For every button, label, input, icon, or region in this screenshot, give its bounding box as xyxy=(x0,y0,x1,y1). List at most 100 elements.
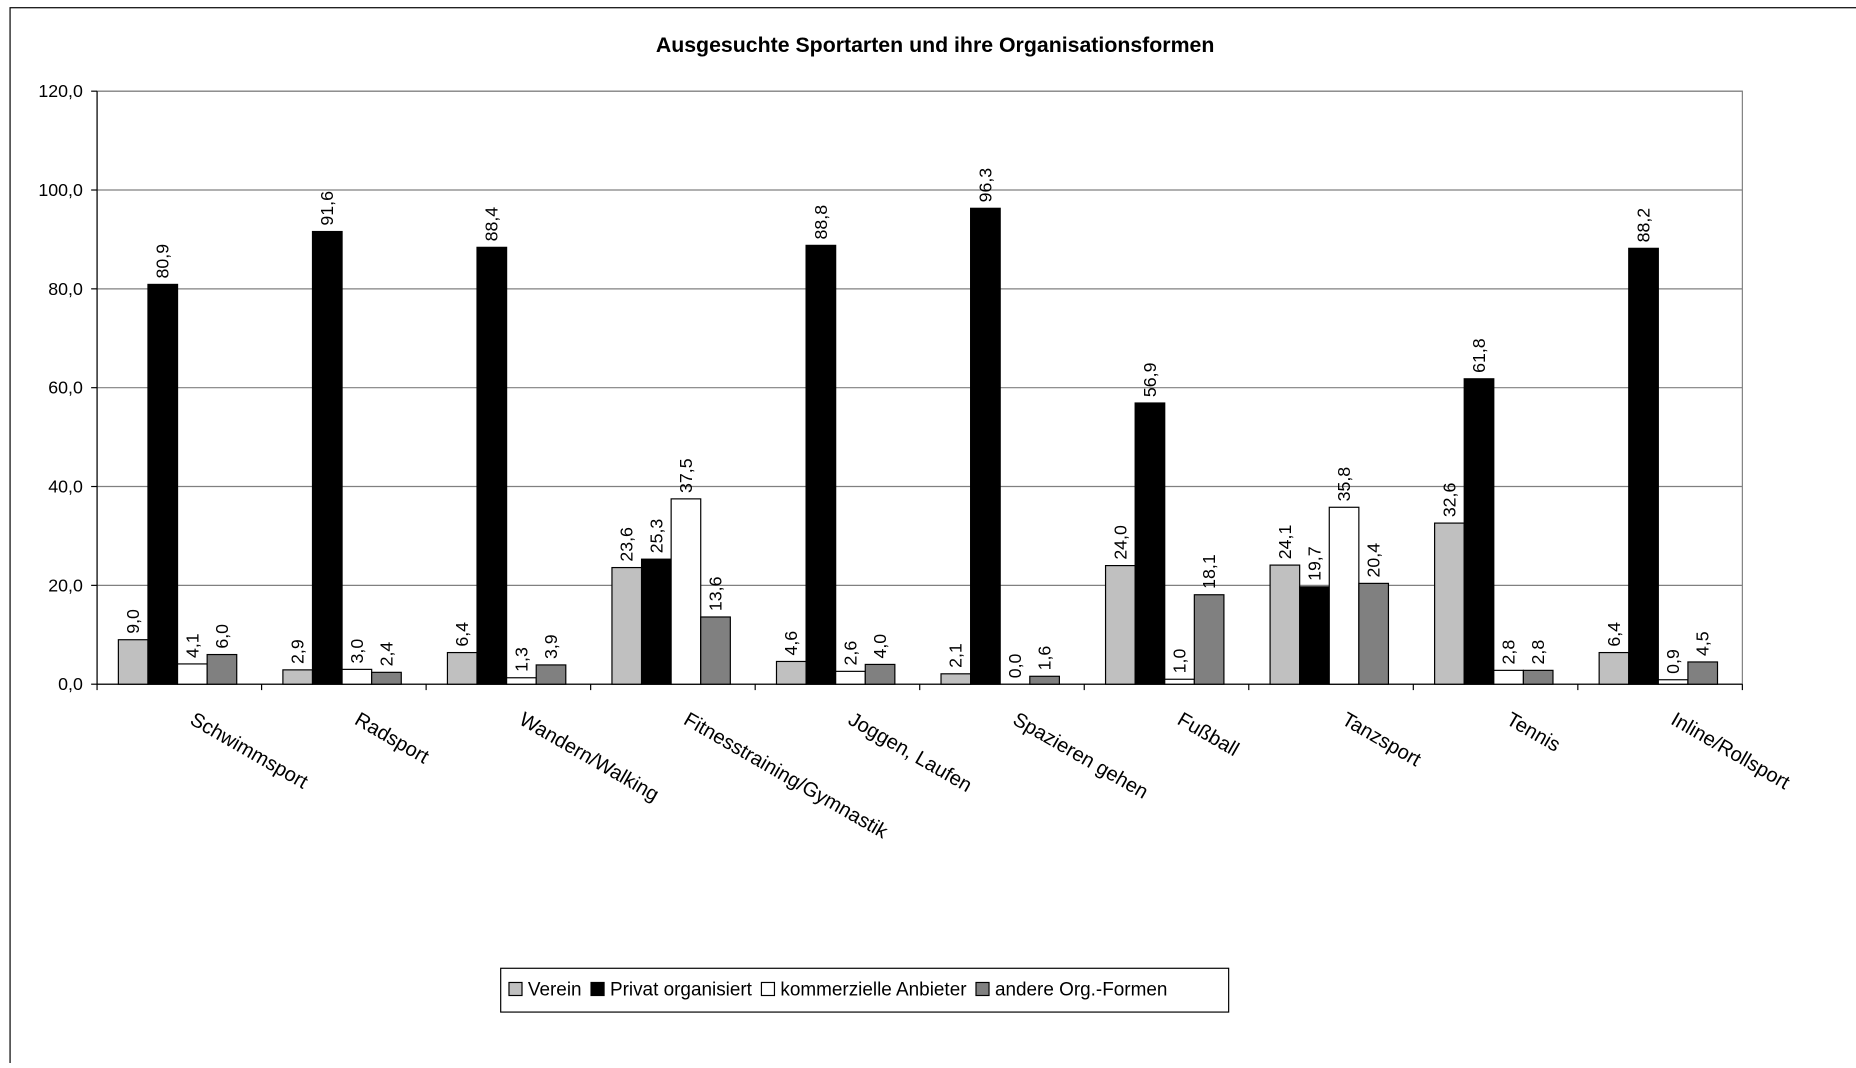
bar xyxy=(835,670,866,685)
bar xyxy=(1657,679,1689,685)
value-label: 1,6 xyxy=(1035,646,1055,671)
value-label: 4,1 xyxy=(182,633,202,658)
bar xyxy=(371,671,402,685)
value-label: 91,6 xyxy=(317,191,337,226)
legend-swatch xyxy=(975,981,990,997)
chart-border xyxy=(9,7,1856,1068)
bar xyxy=(506,677,537,685)
bar xyxy=(1269,564,1301,685)
bar xyxy=(311,230,343,685)
bar xyxy=(535,664,567,685)
value-label: 18,1 xyxy=(1199,554,1219,589)
bar xyxy=(341,668,373,685)
bar xyxy=(176,663,208,685)
bar xyxy=(970,207,1001,685)
y-tick-label: 60,0 xyxy=(48,378,83,398)
bar xyxy=(1598,651,1630,685)
bar xyxy=(206,653,238,685)
value-label: 1,3 xyxy=(511,647,531,672)
bar xyxy=(940,673,972,685)
bar xyxy=(117,639,149,685)
value-label: 24,0 xyxy=(1110,525,1130,560)
value-label: 2,4 xyxy=(376,642,396,667)
value-label: 3,9 xyxy=(541,634,561,659)
x-tick-label: Joggen, Laufen xyxy=(844,709,975,797)
value-label: 23,6 xyxy=(617,527,637,562)
bar xyxy=(147,283,179,685)
x-tick-label: Tanzsport xyxy=(1338,709,1425,772)
value-label: 0,0 xyxy=(1005,653,1025,678)
value-label: 6,4 xyxy=(452,622,472,647)
legend-box xyxy=(500,967,1230,1013)
value-label: 96,3 xyxy=(975,168,995,203)
bar xyxy=(1687,661,1719,685)
bar xyxy=(282,669,314,685)
bar xyxy=(1029,675,1060,685)
y-tick-label: 40,0 xyxy=(48,476,83,496)
y-tick-label: 20,0 xyxy=(48,575,83,595)
x-tick-label: Fußball xyxy=(1173,709,1242,762)
bar xyxy=(805,244,837,685)
value-label: 1,0 xyxy=(1169,649,1189,674)
bar xyxy=(1358,582,1390,685)
bar xyxy=(1628,247,1659,685)
y-tick-label: 120,0 xyxy=(38,81,83,101)
bar xyxy=(1522,669,1554,685)
value-label: 6,4 xyxy=(1604,622,1624,647)
value-label: 9,0 xyxy=(123,609,143,634)
legend-swatch xyxy=(508,981,523,997)
chart-title: Ausgesuchte Sportarten und ihre Organisa… xyxy=(656,33,1215,57)
legend-swatch xyxy=(590,981,605,997)
legend-label: Privat organisiert xyxy=(610,980,753,1001)
value-label: 80,9 xyxy=(153,244,173,279)
legend-label: kommerzielle Anbieter xyxy=(780,980,966,1001)
value-label: 56,9 xyxy=(1140,362,1160,397)
bar xyxy=(700,616,731,685)
bar xyxy=(1463,378,1495,685)
x-tick-label: Wandern/Walking xyxy=(515,709,662,807)
value-label: 19,7 xyxy=(1304,546,1324,581)
bar xyxy=(611,566,643,685)
value-label: 13,6 xyxy=(705,576,725,611)
bar xyxy=(640,558,672,685)
x-tick-label: Radsport xyxy=(351,709,433,769)
value-label: 6,0 xyxy=(212,624,232,649)
bar xyxy=(446,651,478,685)
x-tick-label: Schwimmsport xyxy=(186,709,312,794)
value-label: 2,1 xyxy=(946,643,966,668)
y-tick-label: 80,0 xyxy=(48,279,83,299)
x-tick-label: Inline/Rollsport xyxy=(1667,709,1794,795)
value-label: 2,8 xyxy=(1499,640,1519,665)
value-label: 0,9 xyxy=(1663,649,1683,674)
value-label: 2,6 xyxy=(840,641,860,666)
bar xyxy=(1299,586,1330,685)
value-label: 37,5 xyxy=(676,458,696,493)
value-label: 25,3 xyxy=(646,519,666,554)
bar xyxy=(1164,678,1195,685)
value-label: 32,6 xyxy=(1439,482,1459,517)
value-label: 88,4 xyxy=(482,207,502,242)
y-tick-label: 100,0 xyxy=(38,180,83,200)
bar xyxy=(1328,506,1360,685)
value-label: 4,5 xyxy=(1693,631,1713,656)
bar xyxy=(1493,669,1524,685)
bar xyxy=(1193,594,1225,685)
value-label: 4,0 xyxy=(870,634,890,659)
value-label: 35,8 xyxy=(1334,467,1354,502)
value-label: 3,0 xyxy=(347,639,367,664)
bar xyxy=(864,663,896,685)
bar xyxy=(1104,564,1136,685)
bar xyxy=(476,246,508,685)
value-label: 88,8 xyxy=(811,205,831,240)
value-label: 24,1 xyxy=(1275,525,1295,560)
value-label: 20,4 xyxy=(1364,543,1384,578)
value-label: 2,9 xyxy=(288,639,308,664)
bar xyxy=(1134,402,1166,685)
y-tick-label: 0,0 xyxy=(58,674,83,694)
bar xyxy=(670,498,702,685)
legend-label: Verein xyxy=(528,980,582,1001)
value-label: 61,8 xyxy=(1469,338,1489,373)
value-label: 4,6 xyxy=(781,631,801,656)
value-label: 2,8 xyxy=(1528,640,1548,665)
